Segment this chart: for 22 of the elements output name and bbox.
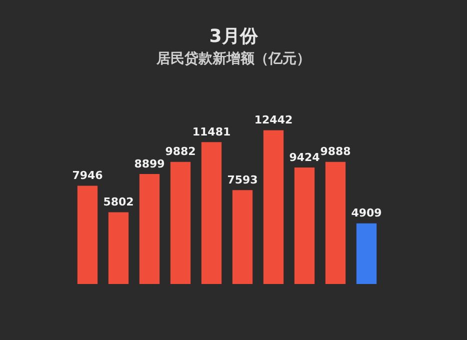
data-label: 9424 [289,150,320,164]
data-label: 9888 [320,145,351,158]
bar [201,142,222,284]
data-label: 5802 [103,196,134,209]
bar [77,186,98,284]
data-label: 7946 [72,169,104,182]
data-label: 8899 [134,157,165,170]
bar [170,162,191,284]
data-label: 4909 [351,206,382,220]
bar [232,190,253,284]
data-label: 7593 [227,174,258,187]
chart-title: 3月份 [208,26,259,48]
data-label: 9882 [165,145,196,158]
bar [294,168,315,284]
data-label: 12442 [254,114,293,127]
chart-subtitle: 居民贷款新增额（亿元） [155,50,312,68]
bar [325,162,346,284]
bar [108,212,129,284]
bar [263,130,284,284]
bar [356,223,377,284]
data-label: 11481 [192,125,231,138]
bar [139,174,160,284]
